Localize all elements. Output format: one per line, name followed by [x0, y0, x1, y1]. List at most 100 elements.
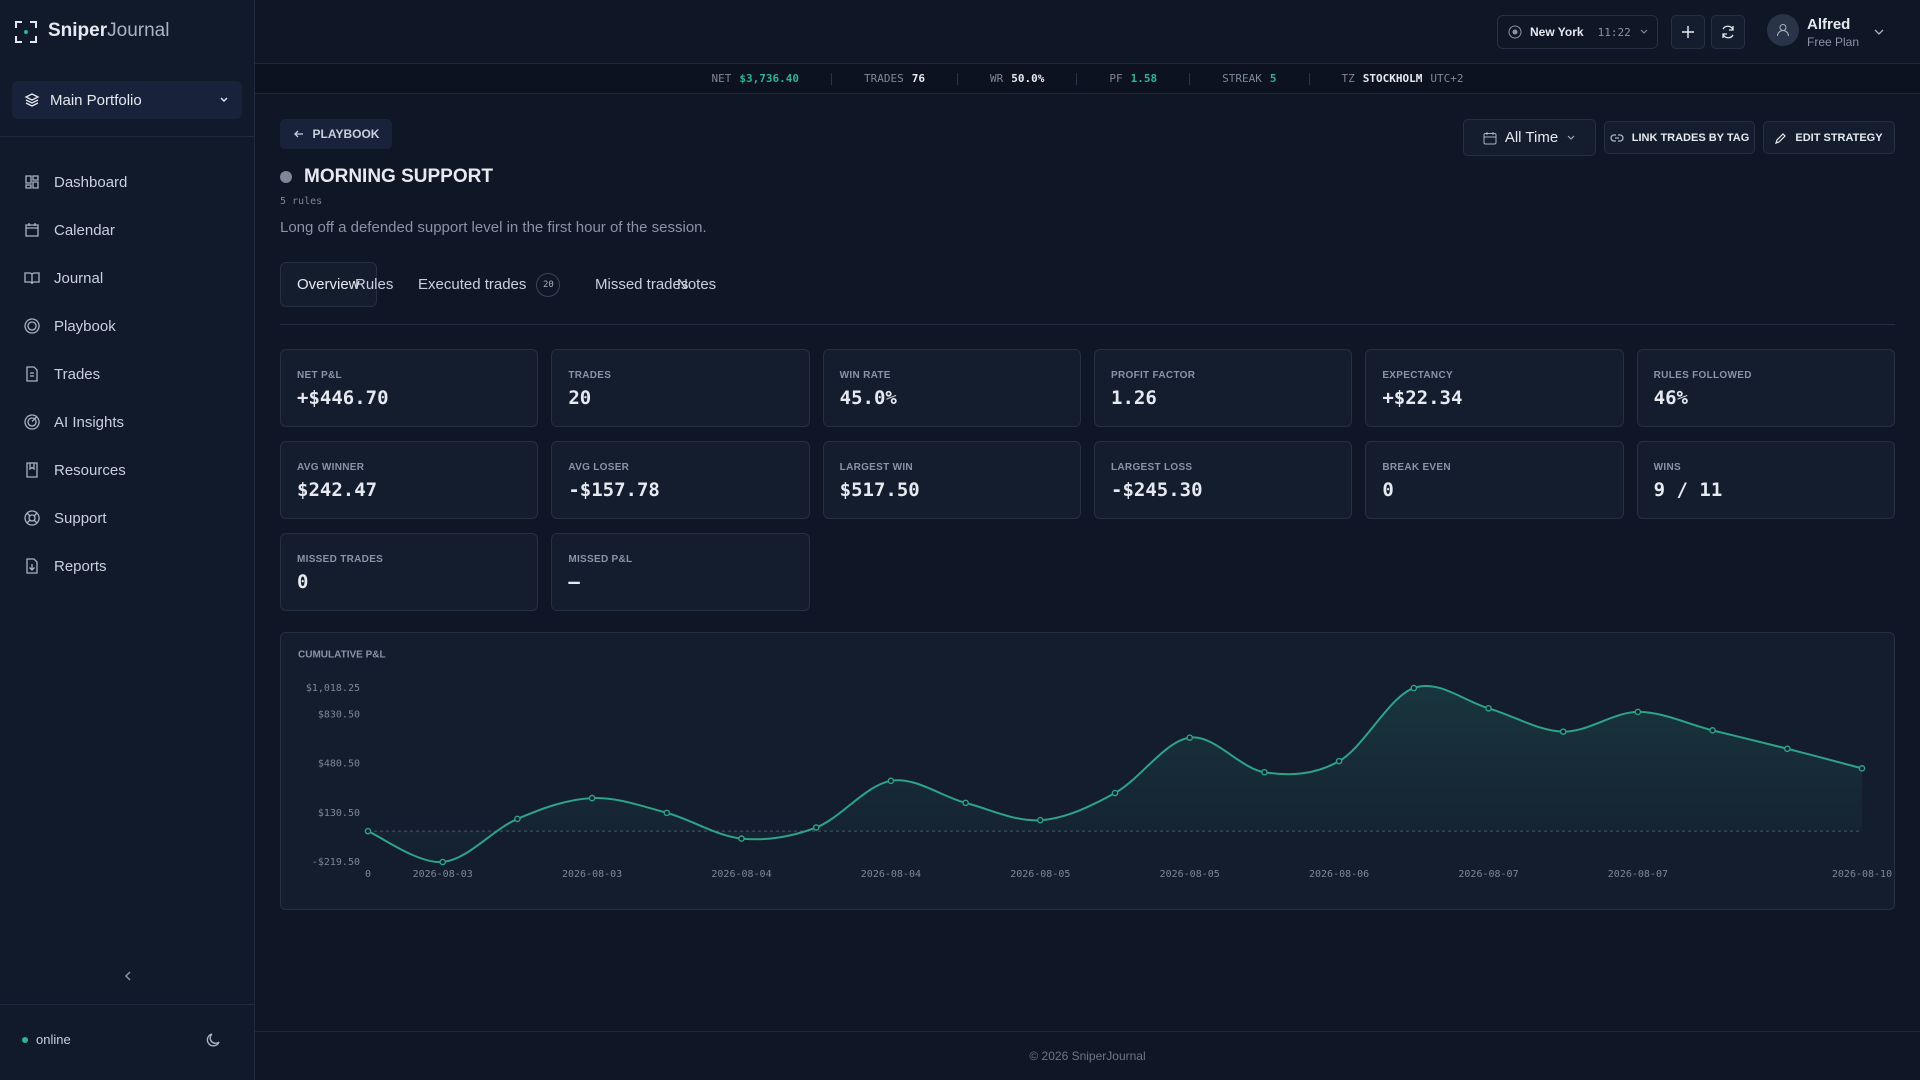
point — [738, 835, 745, 842]
chart-title: CUMULATIVE P&L — [298, 650, 386, 661]
stat-label: EXPECTANCY — [1382, 370, 1453, 381]
stat-card: AVG LOSER -$157.78 — [551, 441, 810, 519]
edit-button[interactable]: EDIT STRATEGY — [1763, 121, 1895, 154]
x-tick-label: 2026-08-05 — [1160, 869, 1220, 880]
point — [1111, 789, 1119, 797]
stat-card: LARGEST LOSS -$245.30 — [1094, 441, 1353, 519]
x-tick-label: 2026-08-05 — [1010, 869, 1070, 880]
separator — [957, 72, 958, 85]
arrow-icon — [293, 130, 303, 138]
ticker-item: PF 1.58 — [1109, 72, 1157, 85]
ticker-item: STREAK 5 — [1222, 72, 1276, 85]
icon-path — [25, 175, 39, 189]
nav-icon — [26, 558, 38, 574]
stat-card: PROFIT FACTOR 1.26 — [1094, 349, 1353, 427]
tab[interactable]: Overview — [280, 262, 377, 307]
icon-path — [24, 272, 40, 285]
brand: SniperJournal — [48, 20, 169, 42]
link-icon — [1610, 133, 1624, 142]
x-tick-label: 2026-08-04 — [861, 869, 921, 880]
divider — [280, 324, 1895, 325]
stat-value: 0 — [297, 571, 309, 593]
tab-label: Missed trades — [595, 276, 689, 293]
strategy-title: MORNING SUPPORT — [304, 166, 493, 187]
nav-item[interactable]: Calendar — [12, 210, 242, 250]
tab[interactable]: Rules — [339, 262, 409, 307]
tab[interactable]: Missed trades — [579, 262, 704, 307]
refresh-button[interactable] — [1711, 15, 1745, 49]
point — [887, 777, 895, 785]
add-button[interactable] — [1671, 15, 1705, 49]
stat-value: $242.47 — [297, 479, 378, 501]
nav-label: Support — [54, 509, 107, 527]
tab-label: Executed trades — [418, 276, 527, 293]
tab[interactable]: Executed trades 20 — [402, 262, 576, 307]
chevron — [1874, 29, 1884, 35]
stat-card: AVG WINNER $242.47 — [280, 441, 539, 519]
stat-label: RULES FOLLOWED — [1653, 370, 1752, 381]
nav-item[interactable]: Reports — [12, 546, 242, 586]
back-label: PLAYBOOK — [312, 127, 380, 141]
stat-label: TRADES — [568, 370, 612, 381]
ticker-extra: UTC+2 — [1430, 72, 1464, 85]
stat-label: WINS — [1653, 462, 1681, 473]
chevron — [1567, 135, 1575, 140]
nav-label: Dashboard — [54, 173, 128, 191]
nav-label: Calendar — [54, 221, 115, 239]
separator — [1189, 72, 1191, 85]
separator — [1076, 72, 1078, 85]
x-tick-label: 2026-08-07 — [1608, 869, 1668, 880]
stat-label: NET P&L — [297, 370, 342, 381]
stat-value: $517.50 — [839, 479, 920, 501]
nav-item[interactable]: AI Insights — [12, 402, 242, 442]
logo-icon — [15, 21, 37, 43]
stat-card: EXPECTANCY +$22.34 — [1365, 349, 1624, 427]
strategy-dot — [280, 171, 292, 183]
separator — [831, 72, 832, 85]
avatar[interactable] — [1767, 14, 1799, 46]
icon-path — [24, 414, 40, 430]
link-label: LINK TRADES BY TAG — [1631, 131, 1750, 144]
back-button[interactable]: PLAYBOOK — [280, 119, 392, 149]
nav-item[interactable]: Trades — [12, 354, 242, 394]
stat-value: -$245.30 — [1111, 479, 1203, 501]
nav-item[interactable]: Playbook — [12, 306, 242, 346]
tab[interactable]: Notes — [661, 262, 732, 307]
point — [1186, 734, 1194, 741]
x-tick-label: 2026-08-07 — [1458, 869, 1518, 880]
point — [1634, 708, 1642, 716]
portfolio-name: Main Portfolio — [50, 91, 142, 109]
theme-toggle[interactable] — [205, 1031, 223, 1049]
stat-card: NET P&L +$446.70 — [280, 349, 539, 427]
x-tick-label: 2026-08-03 — [413, 869, 473, 880]
stat-label: LARGEST LOSS — [1111, 462, 1193, 473]
link-button[interactable]: LINK TRADES BY TAG — [1604, 121, 1755, 154]
point — [1037, 816, 1044, 824]
nav-label: Playbook — [54, 317, 116, 335]
portfolio-select[interactable]: Main Portfolio — [12, 81, 242, 119]
area — [368, 685, 1862, 863]
pencil-icon — [1775, 132, 1787, 144]
point — [1335, 757, 1343, 765]
nav-item[interactable]: Dashboard — [12, 162, 242, 202]
x-tick-label: 2026-08-03 — [562, 869, 622, 880]
location-pill[interactable]: New York 11:22 — [1497, 15, 1658, 49]
stat-card: WINS 9 / 11 — [1636, 441, 1895, 519]
nav-label: Trades — [54, 365, 101, 383]
stat-value: +$22.34 — [1382, 387, 1463, 409]
user-icon — [1777, 24, 1789, 37]
nav-icon — [24, 272, 40, 285]
point — [1559, 728, 1567, 735]
stat-card: MISSED P&L — — [551, 533, 810, 611]
nav-item[interactable]: Resources — [12, 450, 242, 490]
range-select[interactable]: All Time — [1463, 119, 1596, 156]
y-tick-label: $830.50 — [318, 709, 360, 720]
stat-card: MISSED TRADES 0 — [280, 533, 539, 611]
x-tick-label: 2026-08-04 — [711, 869, 771, 880]
calendar-icon — [1483, 131, 1497, 144]
nav-item[interactable]: Support — [12, 498, 242, 538]
nav-item[interactable]: Journal — [12, 258, 242, 298]
chart-panel: CUMULATIVE P&L -$219.50 $130.50 $480.50 $830… — [280, 632, 1895, 910]
collapse-button[interactable] — [121, 969, 135, 983]
divider — [0, 1004, 255, 1005]
